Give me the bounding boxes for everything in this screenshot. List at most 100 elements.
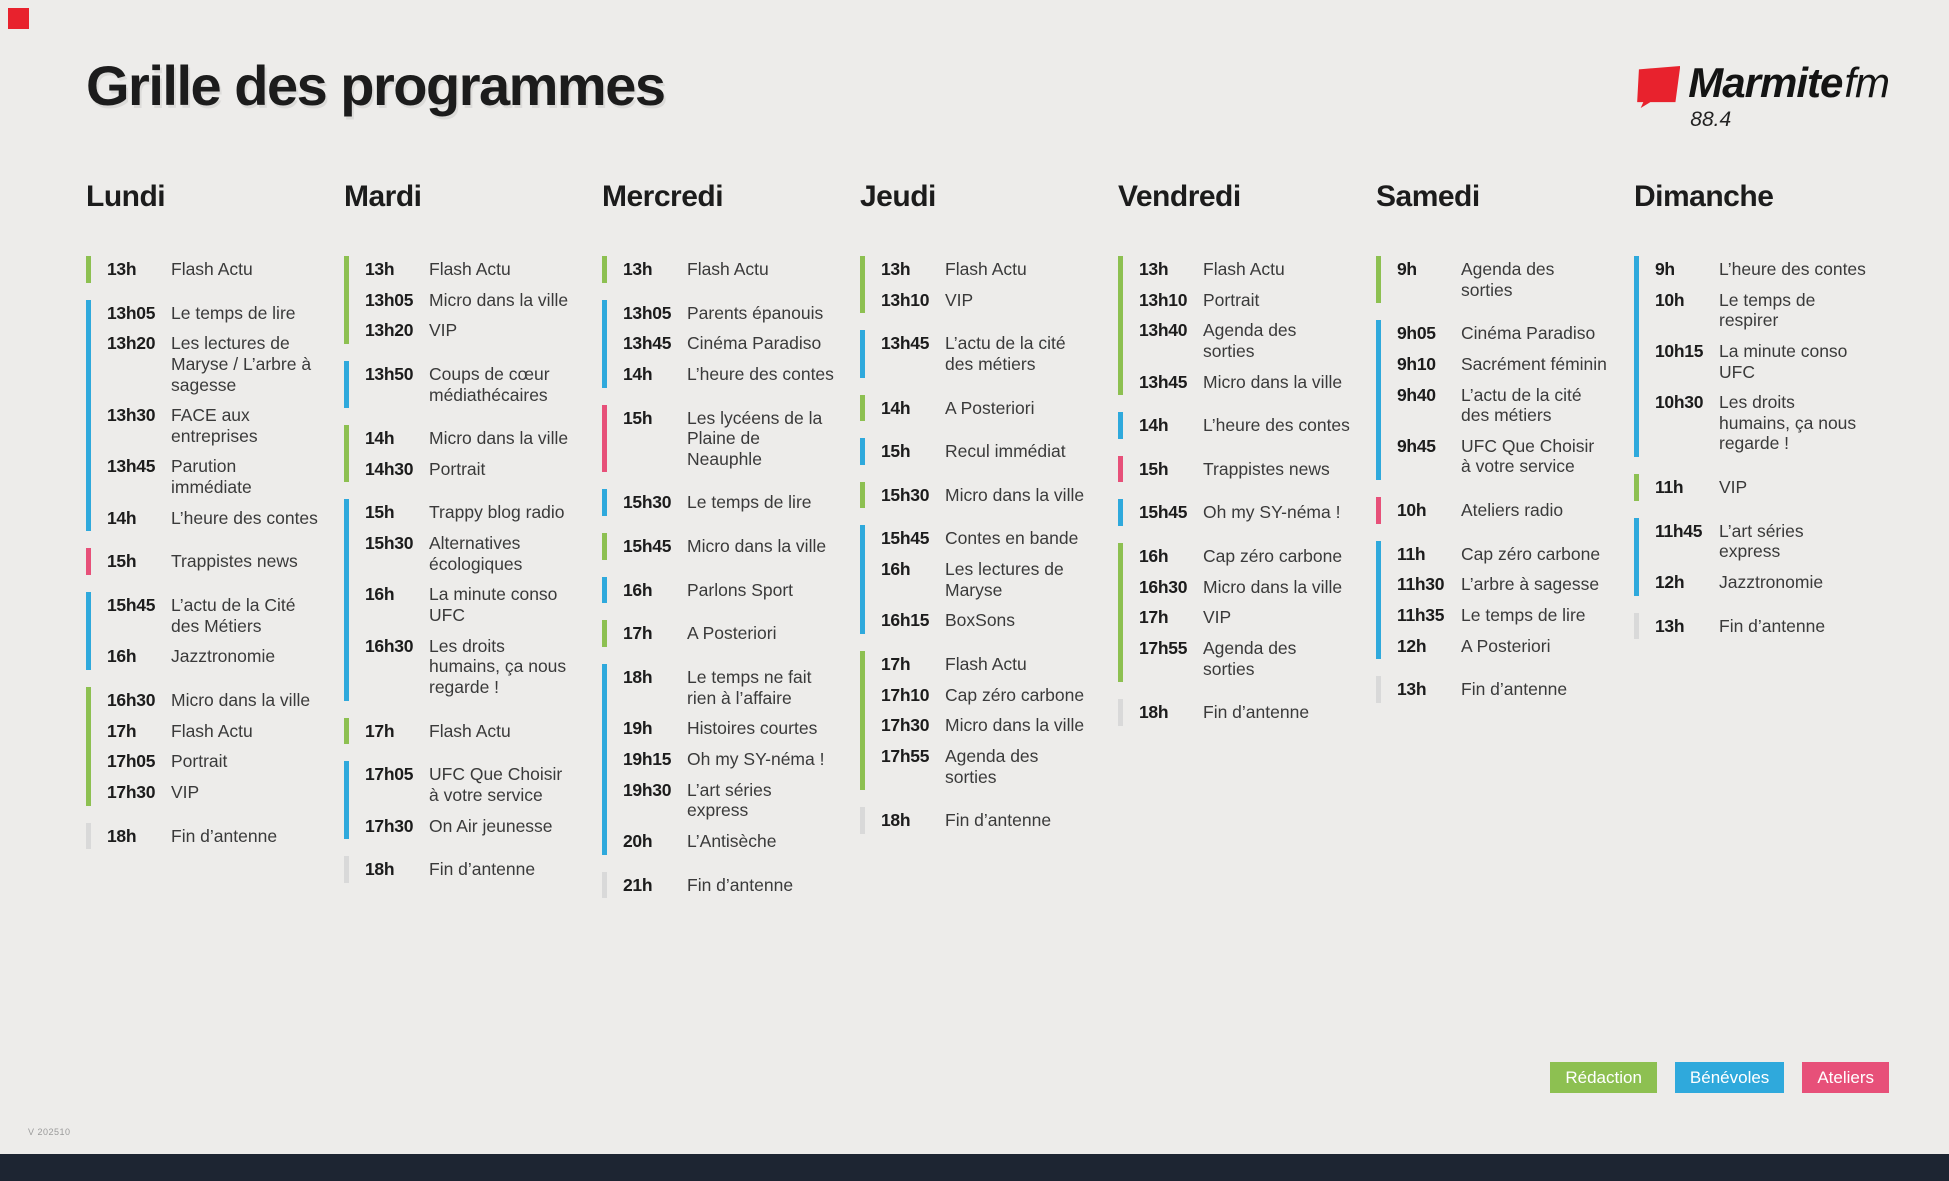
program-group-benevoles: 15h45 Contes en bande 16h Les lectures de M… — [860, 525, 1098, 635]
program-title: Contes en bande — [945, 528, 1079, 549]
program-row: 15h45 Oh my SY-néma ! — [1139, 502, 1356, 523]
program-group-benevoles: 15h Recul immédiat — [860, 438, 1098, 465]
program-row: 17h Flash Actu — [881, 654, 1098, 675]
program-group-redaction: 14h Micro dans la ville 14h30 Portrait — [344, 425, 582, 483]
page-title: Grille des programmes — [86, 54, 666, 117]
program-row: 9h10 Sacrément féminin — [1397, 354, 1614, 375]
program-title: Le temps de lire — [1461, 605, 1586, 626]
day-column-samedi: Samedi 9h Agenda des sorties 9h05 Cinéma Par… — [1376, 182, 1614, 720]
program-row: 17h10 Cap zéro carbone — [881, 685, 1098, 706]
program-group-redaction: 13h Flash Actu 13h10 VIP — [860, 256, 1098, 314]
program-row: 18h Fin d’antenne — [107, 826, 324, 847]
program-time: 13h05 — [365, 289, 414, 310]
program-row: 13h40 Agenda des sorties — [1139, 320, 1356, 361]
day-title: Dimanche — [1634, 180, 1774, 213]
program-row: 18h Fin d’antenne — [365, 859, 582, 880]
program-row: 11h30 L’arbre à sagesse — [1397, 574, 1614, 595]
program-row: 14h30 Portrait — [365, 459, 582, 480]
program-title: L’actu de la cité des métiers — [1461, 384, 1582, 426]
program-time: 19h — [623, 718, 653, 739]
program-title: Recul immédiat — [945, 441, 1066, 462]
legend: Rédaction Bénévoles Ateliers — [1550, 1062, 1889, 1093]
schedule-columns: Lundi 13h Flash Actu 13h05 Le temps de lire 1… — [0, 182, 1949, 915]
program-title: Les droits humains, ça nous regarde ! — [1719, 392, 1857, 454]
program-title: L’arbre à sagesse — [1461, 574, 1600, 595]
program-time: 15h30 — [623, 492, 672, 513]
program-row: 17h55 Agenda des sorties — [881, 746, 1098, 787]
program-title: Le temps ne fait rien à l’affaire — [687, 667, 812, 708]
program-title: Micro dans la ville — [429, 428, 569, 449]
program-group-benevoles: 9h05 Cinéma Paradiso 9h10 Sacrément féminin… — [1376, 320, 1614, 481]
program-row: 13h45 L’actu de la cité des métiers — [881, 333, 1098, 374]
program-title: BoxSons — [945, 610, 1016, 631]
program-time: 15h30 — [365, 533, 414, 554]
logo-frequency: 88.4 — [1690, 108, 1732, 131]
program-row: 17h05 Portrait — [107, 751, 324, 772]
program-title: Trappy blog radio — [429, 502, 565, 523]
program-row: 13h30 FACE aux entreprises — [107, 405, 324, 446]
program-row: 15h Trappistes news — [1139, 459, 1356, 480]
program-row: 13h Flash Actu — [881, 259, 1098, 280]
program-time: 13h — [623, 259, 653, 279]
program-title: Agenda des sorties — [945, 745, 1039, 787]
day-title: Mercredi — [602, 180, 724, 213]
program-group-benevoles: 15h Trappy blog radio 15h30 Alternatives éc… — [344, 499, 582, 701]
program-title: Cinéma Paradiso — [687, 333, 822, 354]
program-time: 20h — [623, 830, 653, 851]
program-group-redaction: 13h Flash Actu — [602, 256, 840, 283]
program-row: 18h Fin d’antenne — [881, 810, 1098, 831]
program-row: 16h Parlons Sport — [623, 580, 840, 601]
program-group-redaction: 15h45 Micro dans la ville — [602, 533, 840, 560]
program-group-benevoles: 13h45 L’actu de la cité des métiers — [860, 330, 1098, 378]
program-title: Parlons Sport — [687, 579, 794, 600]
program-row: 9h45 UFC Que Choisir à votre service — [1397, 436, 1614, 477]
program-title: Trappistes news — [171, 551, 298, 572]
program-time: 12h — [1655, 572, 1685, 593]
program-row: 15h30 Le temps de lire — [623, 492, 840, 513]
program-row: 15h Les lycéens de la Plaine de Neauphle — [623, 408, 840, 470]
footer-bar — [0, 1154, 1949, 1181]
program-time: 13h30 — [107, 405, 156, 426]
program-time: 15h — [107, 551, 137, 572]
program-row: 11h Cap zéro carbone — [1397, 544, 1614, 565]
program-row: 14h L’heure des contes — [107, 508, 324, 529]
program-time: 16h30 — [107, 689, 156, 710]
program-row: 13h45 Parution immédiate — [107, 456, 324, 497]
program-title: Agenda des sorties — [1461, 259, 1555, 300]
day-title: Lundi — [86, 180, 166, 213]
program-row: 15h Recul immédiat — [881, 441, 1098, 462]
program-group-fin: 18h Fin d’antenne — [1118, 699, 1356, 726]
program-time: 15h — [623, 407, 653, 428]
program-time: 14h — [365, 428, 395, 449]
program-row: 13h20 Les lectures de Maryse / L’arbre à … — [107, 333, 324, 395]
program-title: Flash Actu — [429, 259, 511, 279]
program-row: 10h30 Les droits humains, ça nous regarde… — [1655, 392, 1872, 454]
program-title: VIP — [429, 320, 458, 341]
program-time: 18h — [881, 810, 911, 831]
program-row: 18h Fin d’antenne — [1139, 702, 1356, 723]
program-time: 12h — [1397, 635, 1427, 656]
program-time: 13h — [1139, 259, 1169, 279]
program-title: Flash Actu — [945, 259, 1027, 279]
program-title: Jazztronomie — [171, 646, 276, 667]
program-row: 14h Micro dans la ville — [365, 428, 582, 449]
program-title: Le temps de lire — [171, 302, 296, 323]
program-title: Oh my SY-néma ! — [1203, 502, 1341, 523]
program-group-ateliers: 15h Les lycéens de la Plaine de Neauphle — [602, 404, 840, 473]
program-title: Agenda des sorties — [1203, 638, 1297, 679]
program-row: 17h30 VIP — [107, 782, 324, 803]
program-time: 15h — [1139, 458, 1169, 479]
program-row: 13h10 VIP — [881, 290, 1098, 311]
program-group-benevoles: 9h L’heure des contes 10h Le temps de respi… — [1634, 256, 1872, 458]
program-title: La minute conso UFC — [429, 584, 558, 626]
program-group-benevoles: 13h05 Parents épanouis 13h45 Cinéma Paradis… — [602, 299, 840, 388]
program-group-redaction: 13h Flash Actu 13h05 Micro dans la ville 13h… — [344, 256, 582, 344]
program-title: Parution immédiate — [171, 456, 252, 498]
program-time: 18h — [107, 825, 137, 846]
program-time: 13h20 — [107, 333, 156, 354]
program-row: 13h Flash Actu — [1139, 259, 1356, 280]
program-time: 13h — [1655, 615, 1685, 636]
logo-brand: Marmite — [1688, 59, 1843, 106]
program-row: 15h30 Alternatives écologiques — [365, 533, 582, 574]
program-group-redaction: 16h30 Micro dans la ville 17h Flash Actu 17h… — [86, 686, 324, 806]
